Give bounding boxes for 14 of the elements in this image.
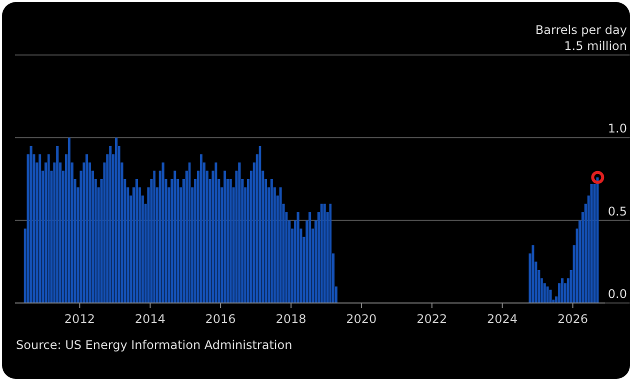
y-tick-label: 1.5 million <box>564 39 627 53</box>
x-tick-label: 2018 <box>276 312 306 326</box>
x-tick-label: 2020 <box>346 312 377 326</box>
y-tick-label: 0.5 <box>608 204 627 218</box>
x-tick-label: 2026 <box>558 312 588 326</box>
y-tick-label: 1.0 <box>608 122 627 136</box>
x-tick-label: 2016 <box>205 312 236 326</box>
x-tick-label: 2014 <box>134 312 166 326</box>
y-axis-title: Barrels per day <box>535 23 627 37</box>
source-note: Source: US Energy Information Administration <box>16 338 292 352</box>
x-tick-label: 2012 <box>64 312 95 326</box>
x-tick-label: 2022 <box>416 312 448 326</box>
x-tick-label: 2024 <box>487 312 518 326</box>
y-tick-label: 0.0 <box>608 287 627 301</box>
